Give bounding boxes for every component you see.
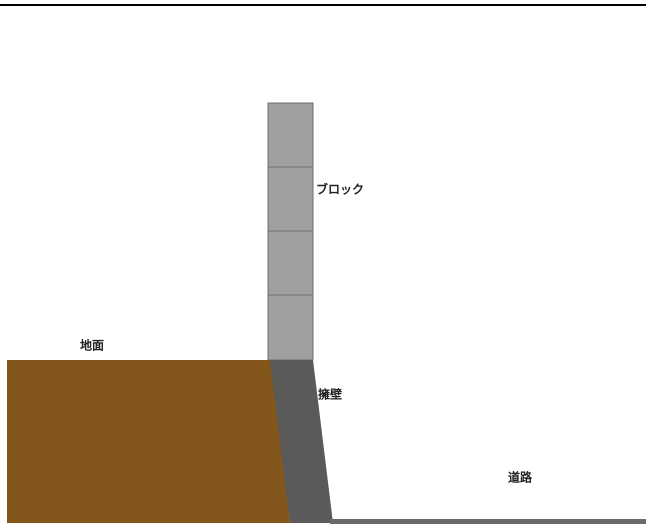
ground-label: 地面 [80,338,104,353]
block-column [267,102,314,361]
retaining-wall-label: 擁壁 [318,387,342,402]
block [267,102,314,168]
block [267,166,314,232]
block [267,294,314,361]
retaining-wall [270,360,333,523]
block-label: ブロック [316,182,364,197]
block [267,230,314,296]
ground [7,360,290,523]
road-label: 道路 [508,470,533,485]
road [330,519,646,524]
